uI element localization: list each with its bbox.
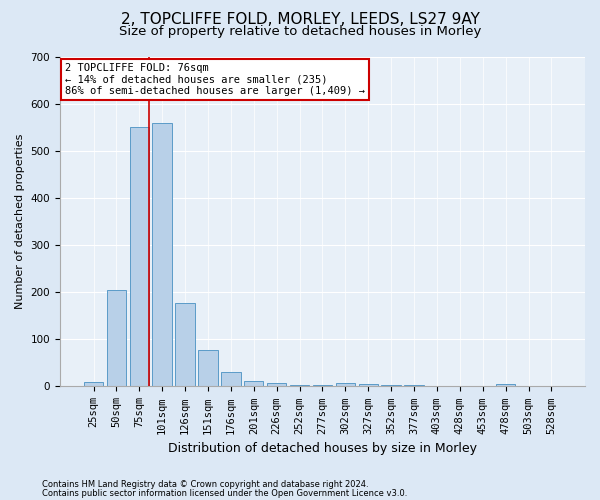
- Bar: [404, 384, 424, 386]
- Bar: [84, 382, 103, 386]
- Bar: [290, 384, 309, 386]
- Y-axis label: Number of detached properties: Number of detached properties: [15, 134, 25, 309]
- Text: Contains HM Land Registry data © Crown copyright and database right 2024.: Contains HM Land Registry data © Crown c…: [42, 480, 368, 489]
- Bar: [244, 381, 263, 386]
- Text: 2 TOPCLIFFE FOLD: 76sqm
← 14% of detached houses are smaller (235)
86% of semi-d: 2 TOPCLIFFE FOLD: 76sqm ← 14% of detache…: [65, 63, 365, 96]
- Bar: [130, 127, 149, 386]
- Bar: [198, 350, 218, 387]
- Bar: [359, 384, 378, 386]
- Bar: [335, 382, 355, 386]
- Bar: [175, 302, 195, 386]
- Bar: [496, 384, 515, 386]
- X-axis label: Distribution of detached houses by size in Morley: Distribution of detached houses by size …: [168, 442, 477, 455]
- Bar: [152, 124, 172, 386]
- Bar: [107, 290, 126, 386]
- Text: 2, TOPCLIFFE FOLD, MORLEY, LEEDS, LS27 9AY: 2, TOPCLIFFE FOLD, MORLEY, LEEDS, LS27 9…: [121, 12, 479, 28]
- Bar: [313, 385, 332, 386]
- Text: Contains public sector information licensed under the Open Government Licence v3: Contains public sector information licen…: [42, 489, 407, 498]
- Bar: [382, 384, 401, 386]
- Bar: [267, 382, 286, 386]
- Bar: [221, 372, 241, 386]
- Text: Size of property relative to detached houses in Morley: Size of property relative to detached ho…: [119, 25, 481, 38]
